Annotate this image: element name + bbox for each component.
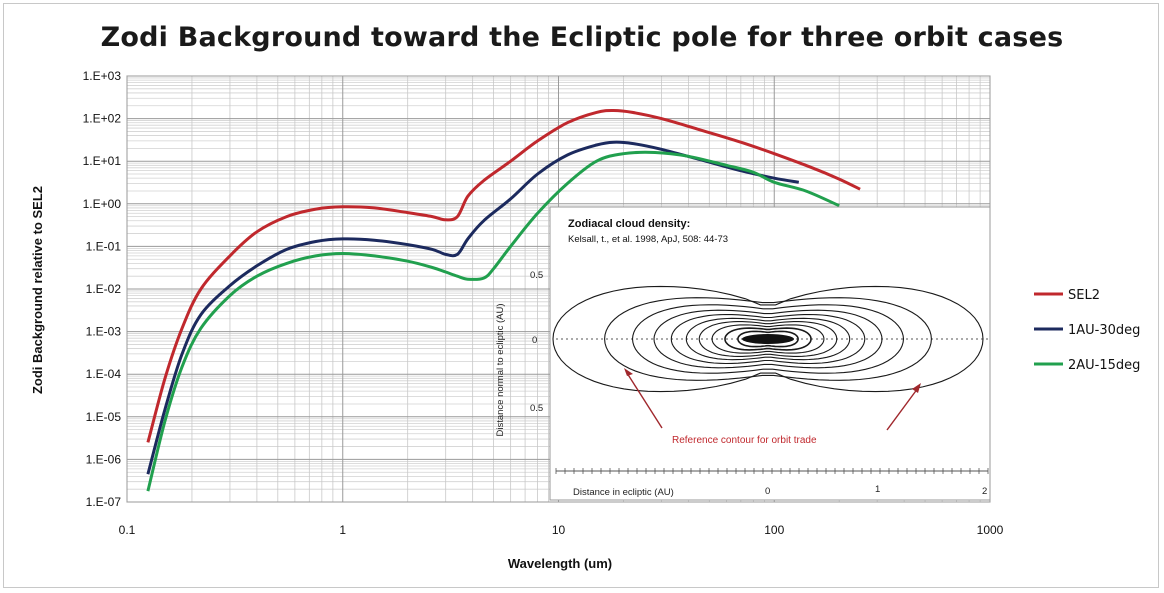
series-layer: [146, 108, 861, 492]
annotation-arrow-right: [886, 387, 919, 431]
inset-density-contour: [631, 304, 905, 374]
x-tick-label: 1000: [977, 523, 1004, 537]
inset-density-contour: [604, 297, 932, 381]
x-tick-label: 1: [339, 523, 346, 537]
annotation-arrows: [624, 368, 921, 431]
y-tick-label: 1.E+00: [83, 197, 122, 211]
inset-ytick-bottom: 0.5: [530, 403, 543, 414]
inset-xtick-1: 1: [875, 484, 880, 495]
y-tick-label: 1.E+03: [83, 69, 122, 83]
inset-xtick-0: 0: [765, 486, 770, 497]
chart-title: Zodi Background toward the Ecliptic pole…: [100, 22, 1064, 53]
inset-ytick-top: 0.5: [530, 270, 543, 281]
inset-density-contour: [552, 285, 984, 393]
annotation-arrowhead-left: [624, 368, 633, 376]
series-line-1au-30deg: [146, 140, 800, 475]
y-axis-label: Zodi Background relative to SEL2: [30, 186, 45, 394]
inset-annotation: Reference contour for orbit trade: [672, 435, 817, 446]
series-line-sel2: [146, 108, 861, 443]
axis-ticks: 1.E-07 1.E-06 1.E-05 1.E-04 1.E-03 1.E-02 1.E-…: [83, 69, 1004, 537]
inset-ytick-mid: 0: [532, 335, 537, 346]
legend-label: 2AU-15deg: [1068, 358, 1140, 373]
inset-density-contour: [737, 330, 799, 348]
x-tick-label: 100: [764, 523, 784, 537]
inset-ylabel: Distance normal to ecliptic (AU): [495, 303, 506, 436]
y-tick-label: 1.E+01: [83, 154, 122, 168]
legend: SEL2 1AU-30deg 2AU-15deg: [1034, 288, 1140, 373]
inset-figure: Zodiacal cloud density: Kelsall, t., et …: [495, 206, 991, 501]
y-tick-label: 1.E+02: [83, 112, 122, 126]
inset-density-contour: [653, 309, 883, 369]
x-axis-label: Wavelength (um): [508, 556, 612, 571]
y-tick-label: 1.E-04: [86, 367, 122, 381]
inset-contours: [552, 285, 989, 474]
inset-title: Zodiacal cloud density:: [568, 218, 690, 230]
inset-density-contour: [711, 324, 825, 354]
legend-label: 1AU-30deg: [1068, 323, 1140, 338]
inset-xlabel: Distance in ecliptic (AU): [573, 487, 674, 498]
y-tick-label: 1.E-02: [86, 282, 122, 296]
annotation-arrowhead-right: [912, 383, 921, 393]
x-tick-label: 10: [552, 523, 566, 537]
inset-background: [549, 206, 991, 501]
series-line-2au-15deg: [146, 150, 840, 492]
legend-label: SEL2: [1068, 288, 1100, 303]
inset-xtick-2: 2: [982, 486, 987, 497]
inset-density-contour: [685, 317, 851, 361]
y-tick-label: 1.E-07: [86, 495, 122, 509]
inset-density-contour: [670, 313, 866, 365]
y-tick-label: 1.E-03: [86, 325, 122, 339]
annotation-arrow-left: [626, 372, 663, 429]
inset-density-contour: [698, 321, 838, 357]
y-tick-label: 1.E-01: [86, 239, 122, 253]
y-tick-label: 1.E-05: [86, 410, 122, 424]
y-tick-label: 1.E-06: [86, 452, 122, 466]
inset-citation: Kelsall, t., et al. 1998, ApJ, 508: 44-7…: [568, 234, 728, 245]
x-tick-label: 0.1: [119, 523, 136, 537]
inset-core: [742, 334, 794, 344]
inset-density-contour: [724, 327, 812, 351]
